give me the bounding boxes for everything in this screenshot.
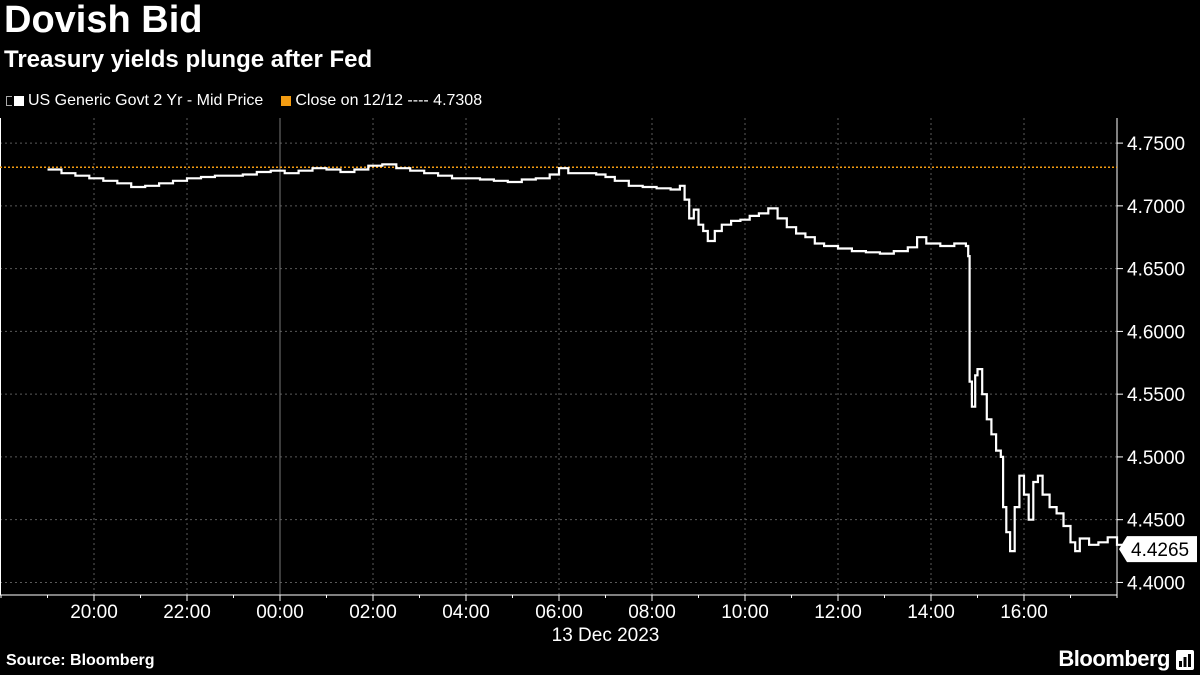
y-tick-label: 4.7500 [1127, 134, 1185, 155]
date-label: 13 Dec 2023 [552, 625, 660, 646]
x-tick-label: 02:00 [349, 602, 397, 623]
y-tick-label: 4.4000 [1127, 573, 1185, 594]
x-tick-label: 00:00 [256, 602, 304, 623]
legend-item-close: Close on 12/12 ---- 4.7308 [281, 90, 482, 112]
x-tick-label: 20:00 [70, 602, 118, 623]
chart-title: Dovish Bid [4, 0, 203, 41]
x-tick-label: 12:00 [814, 602, 862, 623]
legend-hook-icon [6, 96, 12, 106]
bloomberg-chart-logo-icon [1176, 650, 1194, 670]
chart-subtitle: Treasury yields plunge after Fed [4, 46, 373, 73]
legend-item-yield: US Generic Govt 2 Yr - Mid Price [6, 90, 263, 112]
last-value-badge: 4.4265 [1119, 536, 1197, 563]
x-tick-label: 08:00 [628, 602, 676, 623]
source-note: Source: Bloomberg [6, 652, 155, 669]
y-tick-label: 4.5000 [1127, 448, 1185, 469]
legend-label-yield: US Generic Govt 2 Yr - Mid Price [28, 92, 264, 109]
x-tick-label: 10:00 [721, 602, 769, 623]
y-tick-label: 4.7000 [1127, 197, 1185, 218]
bloomberg-wordmark: Bloomberg [1058, 646, 1170, 671]
y-tick-label: 4.5500 [1127, 385, 1185, 406]
yield-series-line [47, 163, 1144, 553]
x-tick-label: 06:00 [535, 602, 583, 623]
legend-swatch-white-icon [14, 96, 24, 106]
x-tick-label: 04:00 [442, 602, 490, 623]
last-value-badge-shape [1119, 536, 1197, 563]
x-tick-label: 14:00 [907, 602, 955, 623]
x-tick-label: 22:00 [163, 602, 211, 623]
x-tick-label: 16:00 [1000, 602, 1048, 623]
y-tick-label: 4.6000 [1127, 322, 1185, 343]
y-tick-label: 4.6500 [1127, 260, 1185, 281]
legend: US Generic Govt 2 Yr - Mid Price Close o… [6, 90, 500, 112]
last-value-label: 4.4265 [1131, 540, 1189, 561]
legend-label-close: Close on 12/12 ---- 4.7308 [295, 92, 483, 109]
legend-swatch-orange-icon [281, 96, 292, 106]
y-tick-label: 4.4500 [1127, 511, 1185, 532]
